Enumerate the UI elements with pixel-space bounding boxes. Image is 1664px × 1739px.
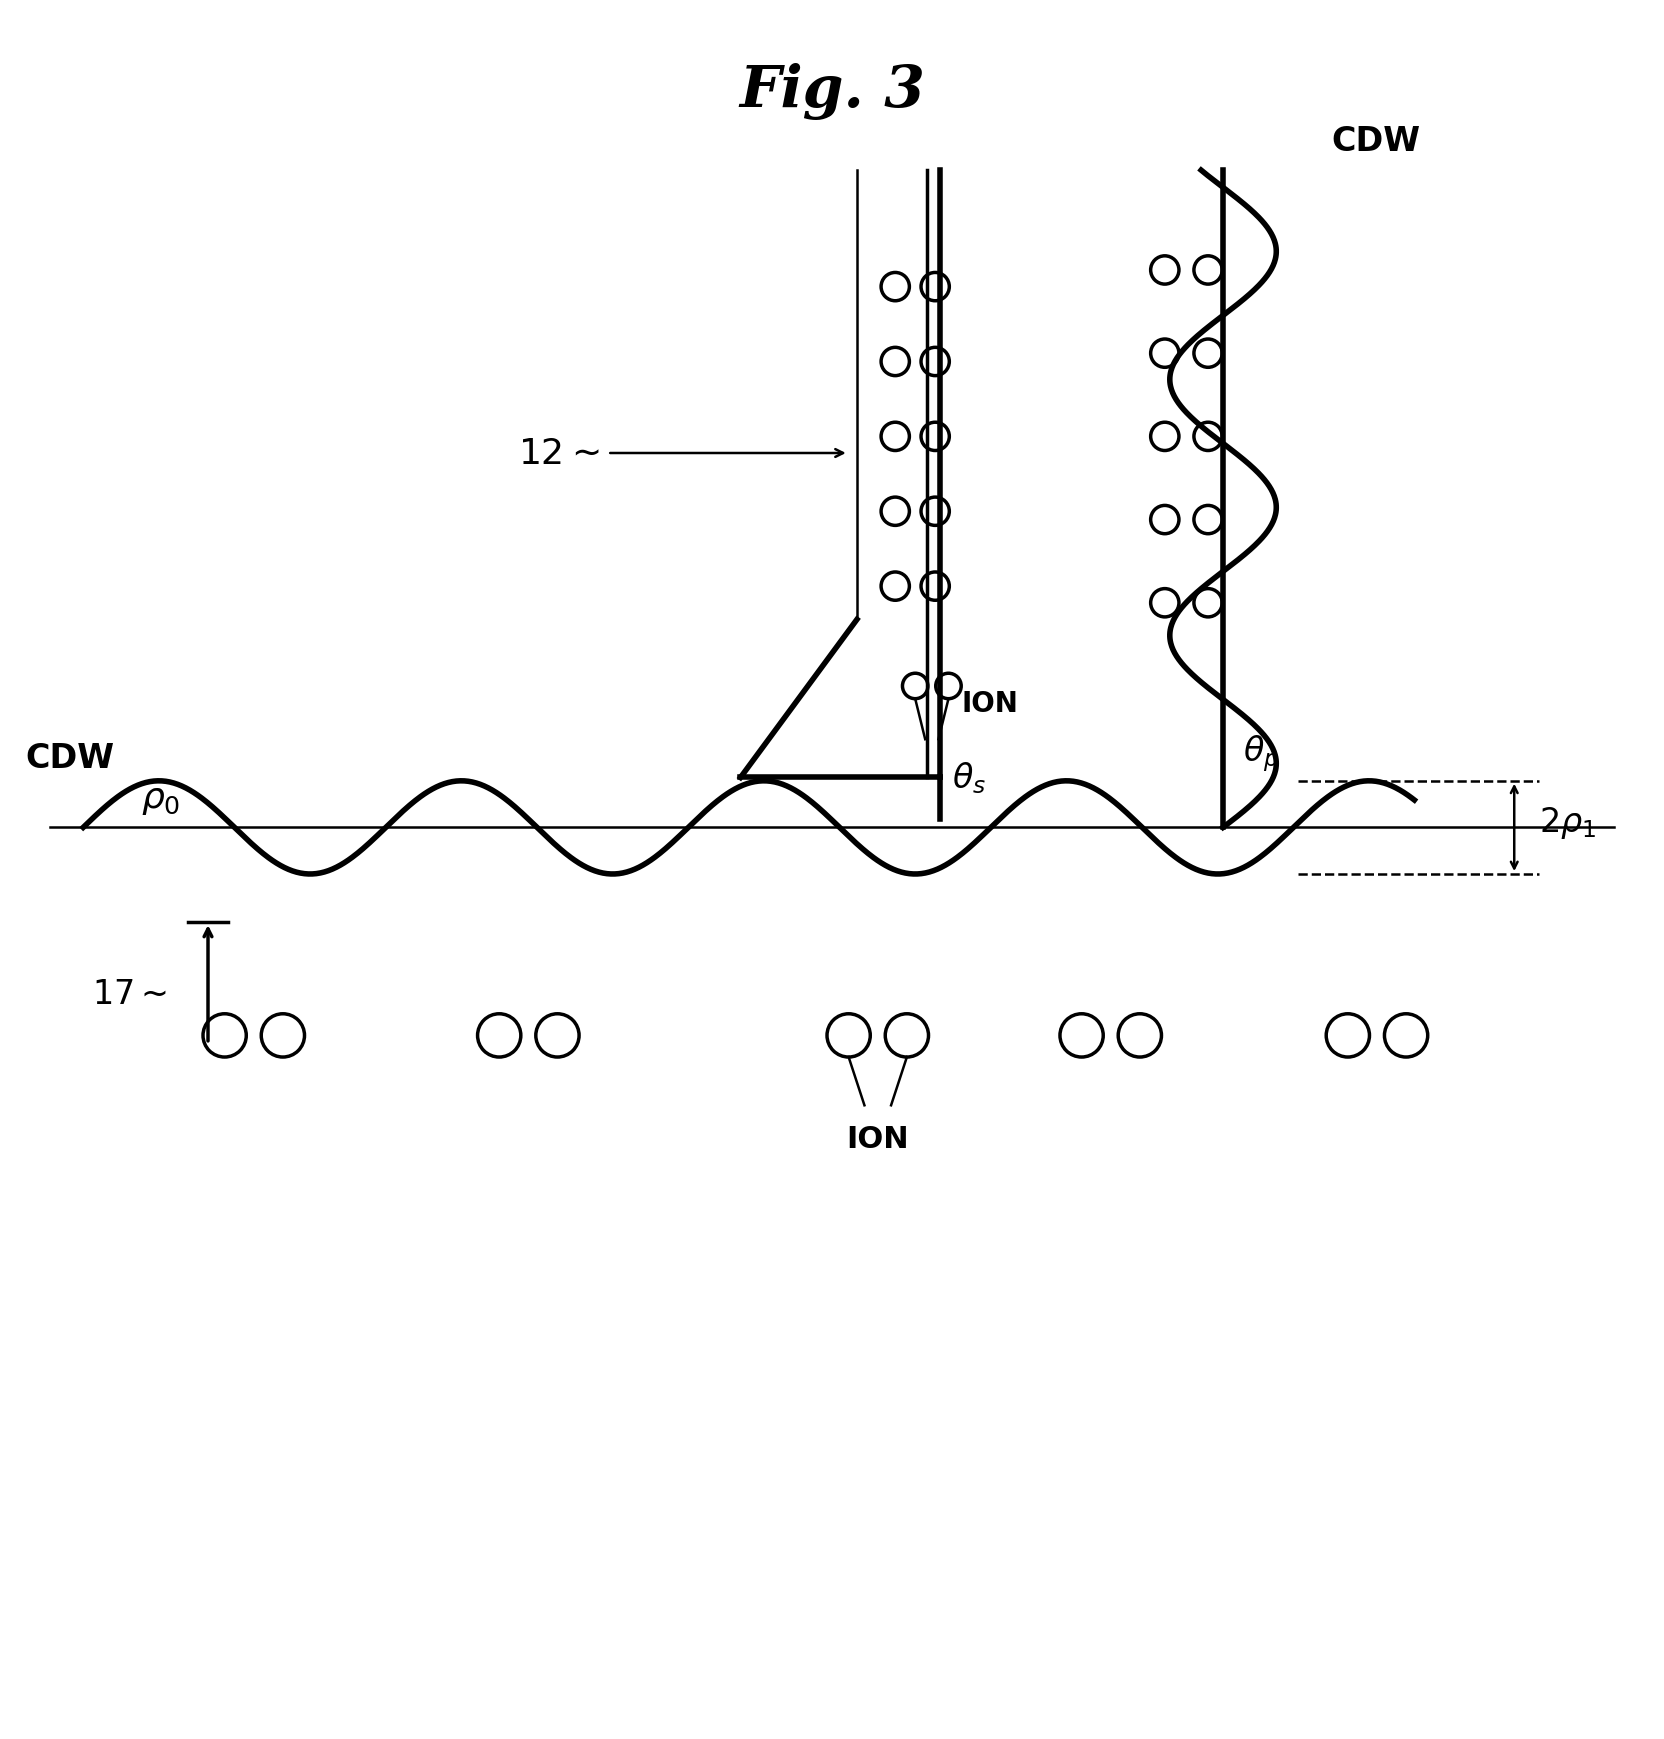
Text: ION: ION [962,689,1018,716]
Text: Fig. 3: Fig. 3 [739,63,925,120]
Text: $\theta_p$: $\theta_p$ [1243,732,1280,774]
Text: CDW: CDW [25,741,115,774]
Text: $\theta_s$: $\theta_s$ [952,760,985,796]
Text: $\rho_0$: $\rho_0$ [141,783,181,816]
Text: ION: ION [847,1125,909,1153]
Text: CDW: CDW [1331,125,1421,158]
Text: $2\rho_1$: $2\rho_1$ [1539,805,1596,842]
Text: $12\sim$: $12\sim$ [518,436,599,471]
Text: $17\sim$: $17\sim$ [92,979,166,1010]
